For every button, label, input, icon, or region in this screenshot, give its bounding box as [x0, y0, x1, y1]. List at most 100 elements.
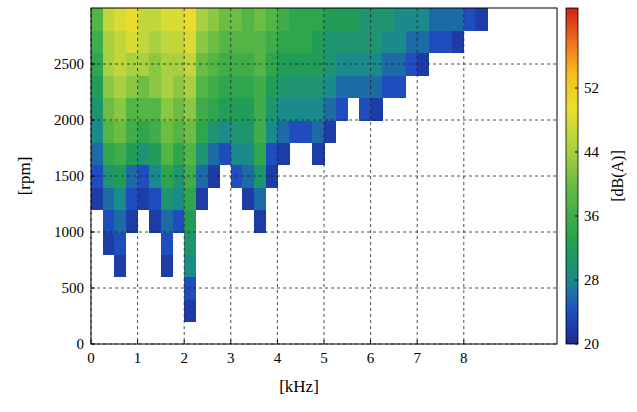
grid-line	[91, 288, 557, 289]
y-tick	[91, 176, 95, 177]
cell	[429, 8, 441, 31]
cell	[324, 120, 336, 143]
x-tick-label: 3	[227, 350, 235, 366]
y-axis-title: [rpm]	[15, 157, 34, 196]
cell	[429, 30, 441, 53]
cell	[173, 75, 185, 98]
cell	[254, 98, 266, 121]
cell	[406, 8, 418, 31]
cell	[312, 120, 324, 143]
cell	[289, 8, 301, 31]
cell	[196, 98, 208, 121]
cell	[312, 30, 324, 53]
cell	[441, 30, 453, 53]
cell	[91, 142, 103, 165]
cell	[417, 30, 429, 53]
cell	[324, 75, 336, 98]
cell	[114, 254, 126, 277]
cell	[336, 30, 348, 53]
cell	[91, 75, 103, 98]
y-tick	[91, 64, 95, 65]
cell	[161, 210, 173, 233]
cell	[208, 98, 220, 121]
cell	[254, 120, 266, 143]
cell	[126, 98, 138, 121]
cell	[394, 8, 406, 31]
cell	[417, 8, 429, 31]
cell	[91, 187, 103, 210]
cell	[103, 98, 115, 121]
x-tick	[91, 340, 92, 344]
cell	[149, 30, 161, 53]
cell	[219, 142, 231, 165]
colorbar	[566, 8, 578, 344]
cell	[196, 187, 208, 210]
cell	[138, 30, 150, 53]
cell	[149, 8, 161, 31]
cell	[114, 8, 126, 31]
cell	[382, 75, 394, 98]
x-tick-label: 8	[460, 350, 468, 366]
cell	[382, 8, 394, 31]
cell	[452, 8, 464, 31]
cell	[103, 120, 115, 143]
cell	[301, 8, 313, 31]
cell	[475, 8, 487, 31]
cell	[324, 8, 336, 31]
cell	[219, 98, 231, 121]
cell	[103, 30, 115, 53]
cell	[231, 30, 243, 53]
cell	[114, 98, 126, 121]
cell	[219, 120, 231, 143]
cell	[138, 120, 150, 143]
cell	[114, 232, 126, 255]
cell	[254, 75, 266, 98]
cell	[231, 75, 243, 98]
cell	[347, 8, 359, 31]
cell	[114, 142, 126, 165]
cell	[184, 30, 196, 53]
cell	[114, 75, 126, 98]
colorbar-tick	[575, 88, 578, 89]
cell	[242, 75, 254, 98]
cell	[277, 8, 289, 31]
cell	[184, 187, 196, 210]
cell	[231, 8, 243, 31]
cell	[324, 98, 336, 121]
cell	[173, 142, 185, 165]
cell	[138, 142, 150, 165]
cell	[161, 75, 173, 98]
grid-line	[370, 8, 371, 344]
y-tick	[91, 232, 95, 233]
cell	[114, 187, 126, 210]
x-tick-label: 4	[274, 350, 282, 366]
cell	[254, 30, 266, 53]
cell	[184, 299, 196, 322]
x-tick-label: 1	[134, 350, 142, 366]
cell	[173, 120, 185, 143]
cell	[312, 75, 324, 98]
cell	[242, 98, 254, 121]
cell	[277, 30, 289, 53]
cell	[312, 8, 324, 31]
cell	[126, 142, 138, 165]
y-tick-label: 1000	[54, 224, 84, 240]
cell	[149, 187, 161, 210]
cell	[254, 210, 266, 233]
cell	[359, 8, 371, 31]
cell	[242, 142, 254, 165]
cell	[149, 142, 161, 165]
cell	[336, 98, 348, 121]
cell	[114, 30, 126, 53]
cell	[208, 120, 220, 143]
cell	[312, 142, 324, 165]
x-axis-title: [kHz]	[279, 377, 319, 396]
cell	[184, 142, 196, 165]
cell	[266, 8, 278, 31]
x-tick-label: 0	[87, 350, 95, 366]
cell	[242, 187, 254, 210]
cell	[149, 210, 161, 233]
colorbar-tick-label: 28	[584, 272, 599, 288]
cell	[347, 30, 359, 53]
cell	[312, 98, 324, 121]
